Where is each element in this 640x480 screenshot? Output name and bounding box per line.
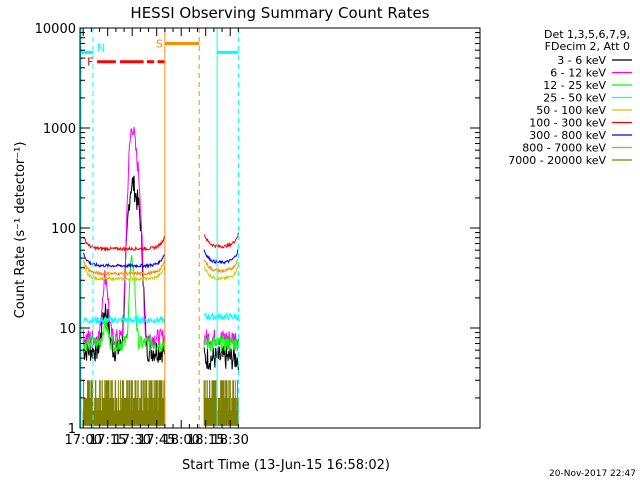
- x-tick-label: 17:15: [89, 433, 126, 448]
- legend: Det 1,3,5,6,7,9,FDecim 2, Att 03 - 6 keV…: [508, 28, 632, 167]
- chart-title: HESSI Observing Summary Count Rates: [130, 4, 429, 22]
- series-line-50-100-: [203, 265, 239, 281]
- x-tick-label: 17:45: [138, 433, 175, 448]
- legend-label: 6 - 12 keV: [550, 67, 606, 80]
- series-line-50-100-: [82, 265, 165, 283]
- legend-label: 12 - 25 keV: [543, 79, 606, 92]
- x-tick-label: 18:15: [187, 433, 224, 448]
- legend-header: FDecim 2, Att 0: [545, 40, 630, 53]
- legend-label: 3 - 6 keV: [557, 54, 606, 67]
- y-tick-label: 10: [59, 322, 76, 337]
- legend-header: Det 1,3,5,6,7,9,: [544, 28, 630, 41]
- y-tick-label: 1000: [43, 122, 76, 137]
- series-line-25-50-: [203, 311, 239, 322]
- x-tick-label: 18:30: [211, 433, 248, 448]
- x-tick-label: 17:30: [113, 433, 150, 448]
- series-line-6-12-: [203, 329, 239, 347]
- legend-label: 800 - 7000 keV: [522, 142, 606, 155]
- x-tick-label: 18:00: [162, 433, 199, 448]
- series-line-12-25-: [82, 255, 165, 353]
- series-line-12-25-: [203, 335, 239, 353]
- y-axis-label: Count Rate (s⁻¹ detector⁻¹): [13, 142, 28, 319]
- y-tick-label: 100: [51, 222, 76, 237]
- legend-label: 300 - 800 keV: [529, 129, 606, 142]
- y-tick-label: 10000: [35, 22, 76, 37]
- series-lines: [82, 126, 239, 426]
- saa-flag-label: S: [156, 37, 163, 50]
- x-axis-label: Start Time (13-Jun-15 16:58:02): [182, 458, 390, 473]
- series-line-300-800-: [82, 252, 165, 269]
- night-flag-label: N: [97, 41, 105, 54]
- flare-flag-label: F: [87, 56, 93, 69]
- series-line-100-300-: [203, 232, 239, 249]
- series-line-300-800-: [203, 249, 239, 265]
- series-line-7000-20000: [203, 380, 239, 426]
- legend-label: 100 - 300 keV: [529, 117, 606, 130]
- y-tick-label: 1: [68, 422, 76, 437]
- series-line-800-7000-: [82, 259, 165, 277]
- x-tick-label: 17:00: [64, 433, 101, 448]
- legend-label: 50 - 100 keV: [536, 104, 606, 117]
- footer-date: 20-Nov-2017 22:47: [549, 469, 636, 479]
- legend-label: 7000 - 20000 keV: [508, 154, 606, 167]
- series-line-7000-20000: [82, 380, 166, 426]
- series-line-100-300-: [82, 235, 165, 252]
- legend-label: 25 - 50 keV: [543, 92, 606, 105]
- series-line-3-6-: [203, 345, 239, 371]
- series-line-25-50-: [82, 314, 165, 325]
- series-line-800-7000-: [203, 258, 239, 274]
